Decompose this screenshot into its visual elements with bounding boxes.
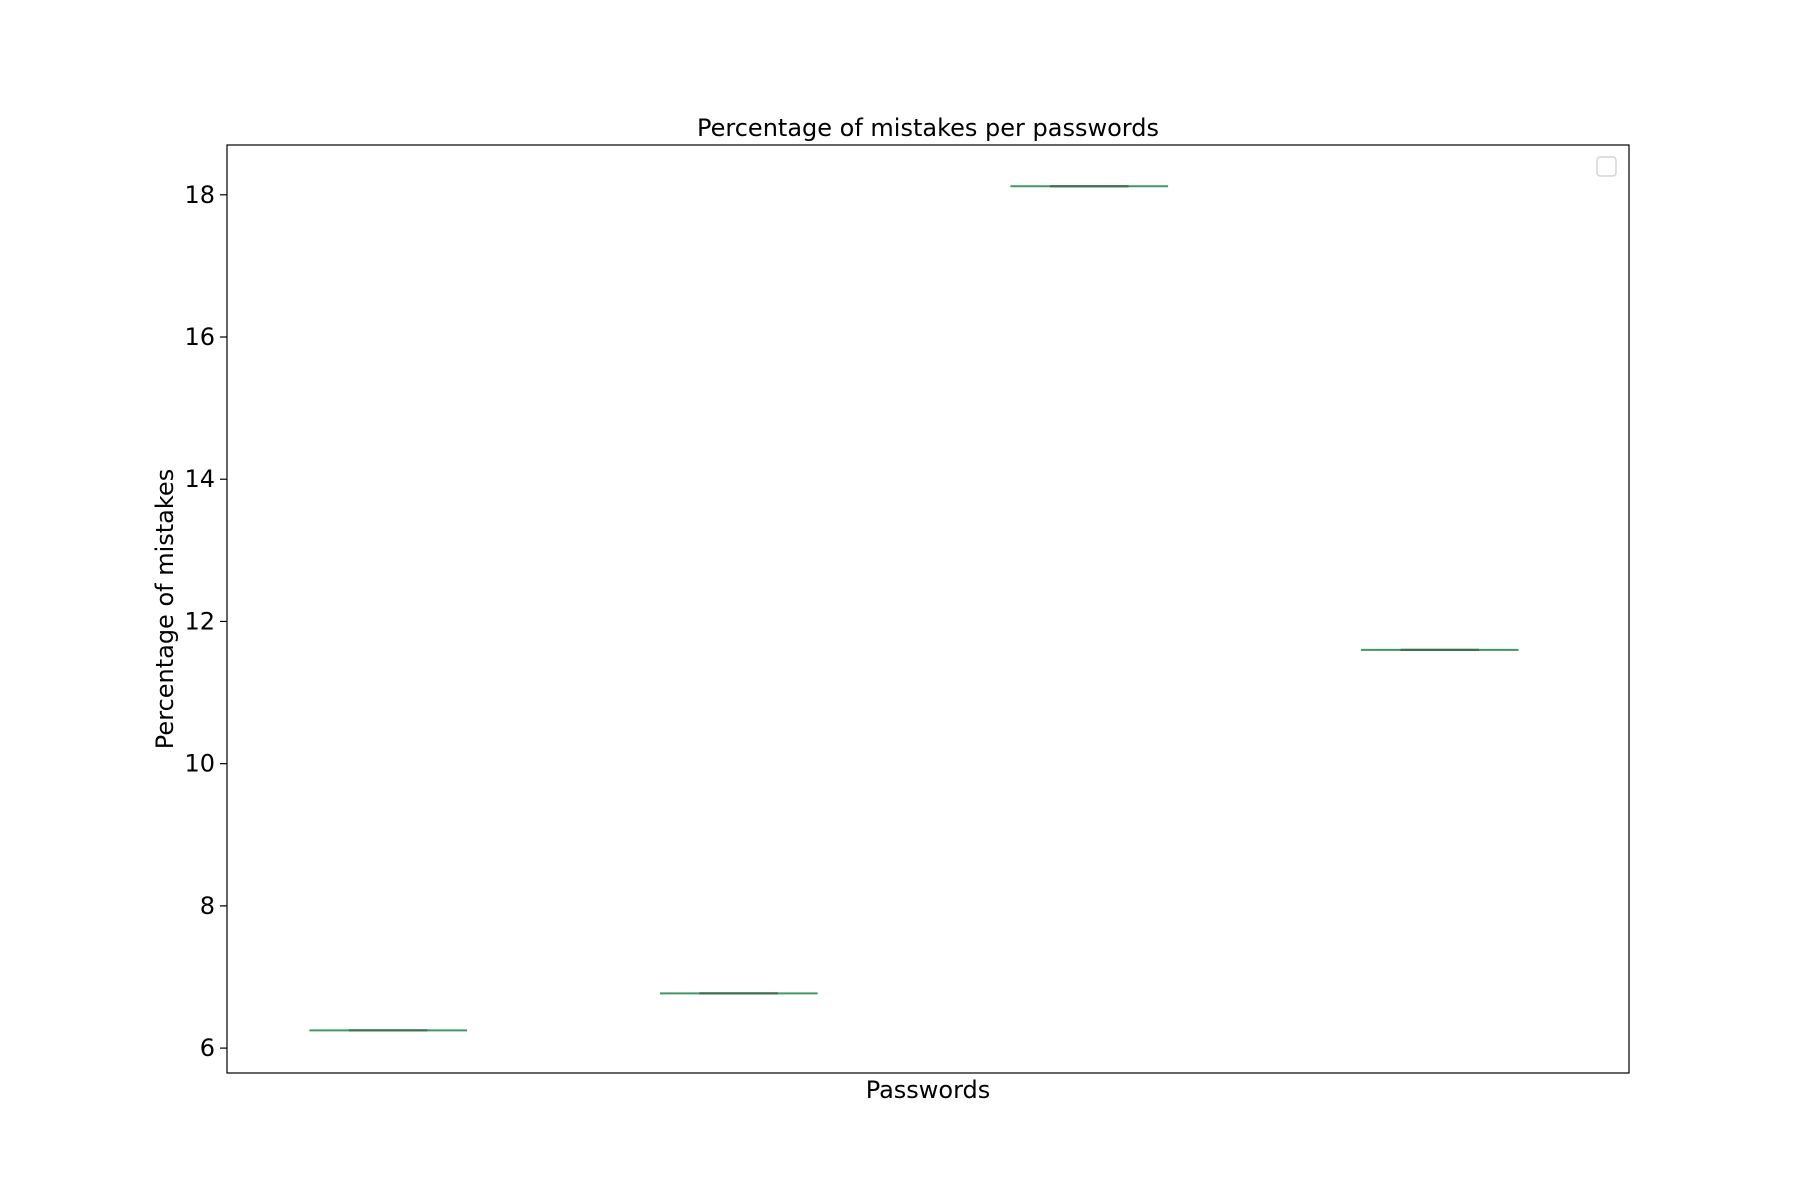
legend-box <box>1596 156 1617 177</box>
box-series <box>309 185 1519 1032</box>
x-axis-label: Passwords <box>866 1076 991 1104</box>
y-tick-label: 6 <box>200 1034 215 1062</box>
chart-title: Percentage of mistakes per passwords <box>697 114 1159 142</box>
y-tick-label: 10 <box>184 750 215 778</box>
y-axis: 6 8 10 12 14 16 18 <box>184 181 227 1062</box>
y-tick-label: 18 <box>184 181 215 209</box>
y-tick-label: 12 <box>184 607 215 635</box>
y-tick-label: 8 <box>200 892 215 920</box>
y-tick-label: 14 <box>184 465 215 493</box>
plot-frame <box>226 144 1630 1074</box>
y-axis-label: Percentage of mistakes <box>151 469 179 749</box>
y-tick-label: 16 <box>184 323 215 351</box>
